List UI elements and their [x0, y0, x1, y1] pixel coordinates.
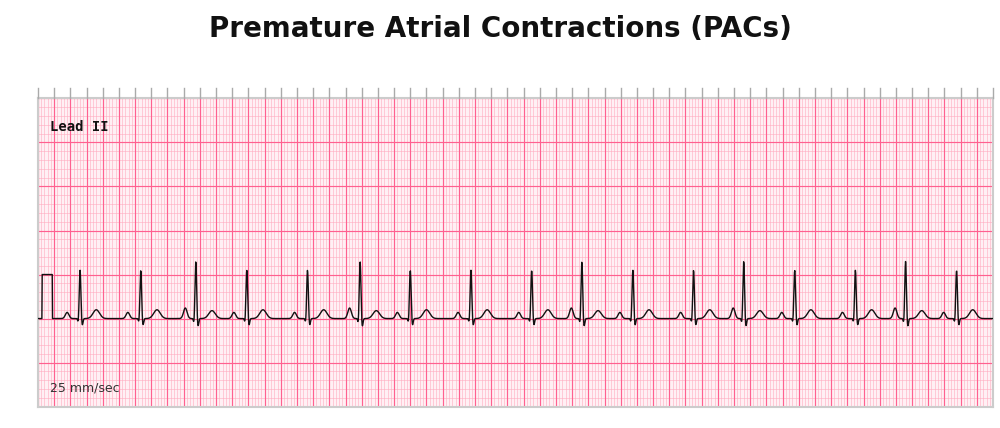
Text: Lead II: Lead II — [50, 120, 109, 134]
Text: Premature Atrial Contractions (PACs): Premature Atrial Contractions (PACs) — [209, 15, 791, 43]
Text: 25 mm/sec: 25 mm/sec — [50, 381, 120, 394]
